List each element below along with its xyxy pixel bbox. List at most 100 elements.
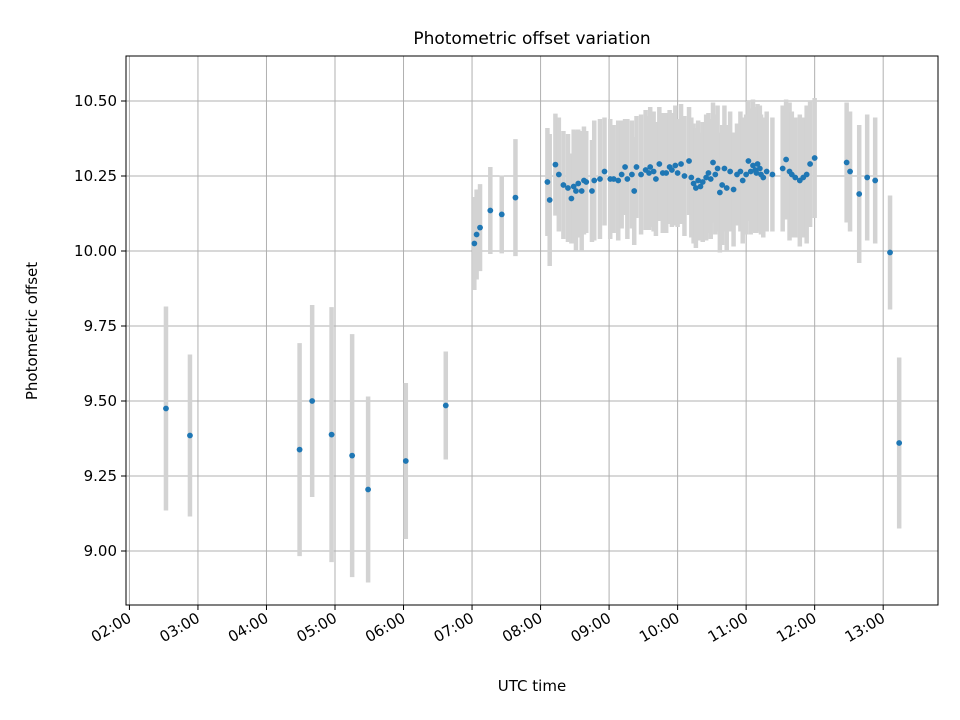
data-point xyxy=(688,174,695,181)
data-point xyxy=(896,440,903,446)
data-point xyxy=(699,179,706,185)
data-point xyxy=(573,188,579,194)
data-point xyxy=(750,162,756,169)
data-point xyxy=(669,167,675,173)
data-point xyxy=(716,189,723,196)
data-point xyxy=(747,168,754,175)
data-point xyxy=(674,170,681,176)
data-point xyxy=(328,431,335,438)
data-point xyxy=(638,171,644,178)
data-point xyxy=(163,405,169,412)
data-point xyxy=(512,194,519,201)
plot-frame xyxy=(125,55,939,606)
x-axis-label: UTC time xyxy=(498,677,566,695)
data-point xyxy=(710,159,716,166)
data-point xyxy=(633,164,640,170)
data-point xyxy=(349,452,356,459)
data-point xyxy=(756,165,763,172)
data-point xyxy=(601,168,608,175)
data-point xyxy=(583,179,590,185)
data-point xyxy=(309,398,316,404)
data-point xyxy=(629,171,635,178)
y-tick-label: 10.00 xyxy=(74,242,117,260)
data-point xyxy=(739,177,746,184)
data-point xyxy=(487,207,494,214)
data-point xyxy=(769,171,776,178)
data-point xyxy=(365,486,372,493)
y-tick-label: 10.25 xyxy=(74,167,117,185)
data-point xyxy=(719,182,726,188)
data-points xyxy=(163,155,903,493)
data-point xyxy=(631,188,638,194)
data-point xyxy=(471,240,478,247)
data-point xyxy=(597,176,603,182)
data-point xyxy=(568,195,575,202)
data-point xyxy=(737,168,744,175)
data-point xyxy=(843,159,850,166)
data-point xyxy=(727,168,734,175)
data-point xyxy=(647,164,654,170)
data-point xyxy=(622,164,628,170)
data-point xyxy=(743,171,750,178)
data-point xyxy=(705,170,712,176)
data-point xyxy=(714,165,721,172)
chart-title: Photometric offset variation xyxy=(413,29,650,49)
data-point xyxy=(681,173,688,179)
data-point xyxy=(653,176,659,182)
data-point xyxy=(477,224,483,231)
data-point xyxy=(760,174,767,181)
data-point xyxy=(546,197,553,203)
data-point xyxy=(753,170,760,176)
y-tick-label: 9.25 xyxy=(84,467,117,485)
data-point xyxy=(783,156,790,163)
y-tick-label: 10.50 xyxy=(74,92,117,110)
data-point xyxy=(646,170,652,176)
data-point xyxy=(763,168,770,175)
data-point xyxy=(473,231,480,238)
data-point xyxy=(402,458,409,464)
data-point xyxy=(187,432,193,439)
data-point xyxy=(856,191,863,197)
data-point xyxy=(442,402,449,409)
data-point xyxy=(678,161,684,167)
data-point xyxy=(847,168,853,175)
data-point xyxy=(565,185,571,191)
data-point xyxy=(555,171,562,178)
data-point xyxy=(779,165,786,172)
data-point xyxy=(618,171,625,178)
data-point xyxy=(745,158,752,164)
data-point xyxy=(578,188,585,194)
data-point xyxy=(721,165,728,172)
y-tick-label: 9.00 xyxy=(84,542,117,560)
data-point xyxy=(792,174,799,181)
data-point xyxy=(650,168,657,175)
data-point xyxy=(692,185,699,191)
data-point xyxy=(807,161,813,167)
data-point xyxy=(703,174,710,181)
data-point xyxy=(615,177,622,184)
y-axis-label: Photometric offset xyxy=(23,262,41,400)
data-point xyxy=(864,174,871,181)
data-point xyxy=(663,170,670,176)
data-point xyxy=(560,182,567,188)
data-point xyxy=(498,211,505,218)
data-point xyxy=(610,176,617,182)
data-point xyxy=(624,176,631,182)
data-point xyxy=(589,188,595,194)
y-tick-label: 9.50 xyxy=(84,392,117,410)
data-point xyxy=(723,185,730,191)
data-point xyxy=(887,249,893,256)
data-point xyxy=(591,177,598,184)
data-point xyxy=(570,183,577,190)
y-tick-label: 9.75 xyxy=(84,317,117,335)
data-point xyxy=(690,180,697,187)
data-point xyxy=(544,179,551,185)
data-point xyxy=(811,155,818,161)
data-point xyxy=(730,186,737,193)
data-point xyxy=(296,446,303,453)
data-point xyxy=(695,177,702,184)
data-point xyxy=(575,180,582,187)
data-point xyxy=(552,161,559,168)
data-point xyxy=(803,171,810,178)
data-point xyxy=(697,183,704,190)
